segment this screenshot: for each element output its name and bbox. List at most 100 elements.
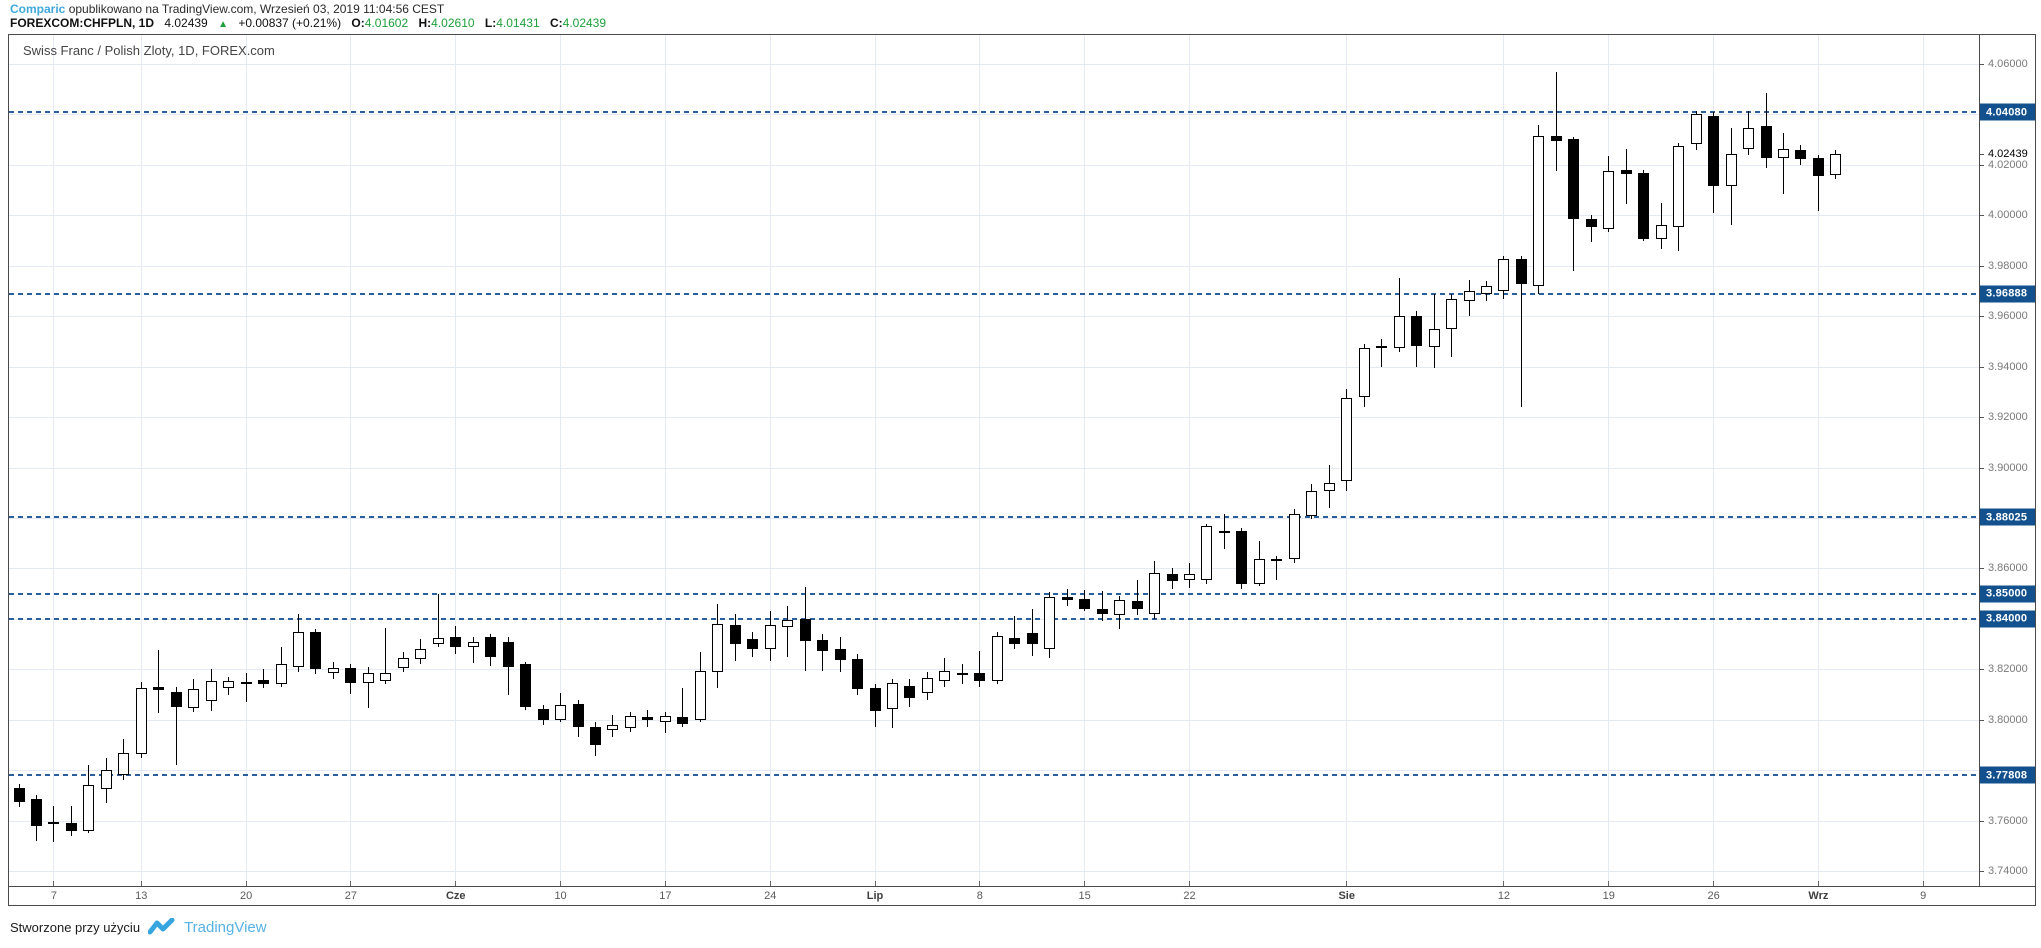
candle-bearish: [590, 727, 601, 745]
up-arrow-icon: ▲: [218, 19, 228, 30]
attribution-footer: Stworzone przy użyciu TradingView: [10, 914, 267, 940]
grid-line-horizontal: [9, 316, 1979, 318]
chart-frame: Swiss Franc / Polish Zloty, 1D, FOREX.co…: [8, 34, 2036, 906]
candle-bearish: [747, 638, 759, 650]
candle-bullish: [135, 688, 147, 754]
time-axis-tick: [1608, 881, 1610, 886]
candle-bullish: [1358, 348, 1370, 397]
grid-line-vertical: [560, 35, 562, 886]
candle-wick: [664, 712, 666, 734]
candle-bullish: [887, 682, 898, 709]
source-link[interactable]: Comparic: [10, 2, 66, 16]
candle-bullish: [1498, 259, 1510, 291]
level-line: [9, 592, 1979, 595]
candle-bearish: [729, 625, 741, 644]
time-label-day: 26: [1707, 890, 1720, 902]
grid-line-vertical: [1188, 35, 1190, 886]
candle-bearish: [502, 641, 514, 667]
candle-bullish: [1777, 149, 1789, 159]
plot-area[interactable]: Swiss Franc / Polish Zloty, 1D, FOREX.co…: [9, 35, 1980, 886]
candle-bullish: [327, 667, 339, 673]
time-axis-tick: [560, 881, 562, 886]
candle-bullish: [1288, 513, 1300, 560]
open-value: 4.01602: [364, 16, 409, 30]
candle-bullish: [1376, 346, 1388, 349]
candle-bullish: [1480, 286, 1492, 294]
candle-bearish: [1411, 316, 1423, 347]
candle-wick: [682, 688, 684, 728]
time-axis-tick: [1713, 881, 1715, 886]
candle-bearish: [1708, 115, 1720, 187]
grid-line-vertical: [245, 35, 247, 886]
level-price-badge: 3.96888: [1980, 285, 2035, 303]
time-axis[interactable]: 7 13 20 27 Cze 10 17 24 Lip 8 15 22 Sie 12 19 26 Wrz 9: [9, 886, 2035, 905]
price-axis-tick: [1980, 153, 1984, 155]
candle-bearish: [65, 823, 77, 831]
candle-wick: [245, 673, 247, 703]
candle-wick: [1817, 154, 1819, 212]
candle-bullish: [1149, 573, 1161, 614]
time-label-day: 15: [1078, 890, 1091, 902]
price-axis[interactable]: 4.06000 4.02000 4.00000 3.98000 3.96000 3.940…: [1980, 35, 2035, 886]
time-axis-tick: [979, 881, 981, 886]
price-axis-tick: [1980, 316, 1984, 318]
price-axis-label: 3.82000: [1988, 663, 2028, 676]
candle-bullish: [939, 670, 951, 681]
time-axis-tick: [1346, 881, 1348, 886]
time-label-day: 20: [239, 890, 253, 902]
candle-bearish: [677, 717, 689, 724]
candle-wick: [1555, 71, 1557, 171]
candle-bearish: [1079, 599, 1091, 610]
candle-wick: [158, 650, 160, 714]
grid-line-vertical: [664, 35, 666, 886]
time-label-day: 10: [554, 890, 567, 902]
time-label-day: 7: [50, 890, 57, 902]
open-label: O:: [351, 16, 365, 30]
candle-bullish: [415, 649, 427, 660]
candle-bullish: [1183, 574, 1195, 581]
level-line: [9, 617, 1979, 620]
published-text: opublikowano na TradingView.com, Wrzesie…: [65, 2, 445, 16]
candle-bullish: [1603, 170, 1615, 230]
time-label-day: 12: [1497, 890, 1511, 902]
tradingview-brand-link[interactable]: TradingView: [184, 918, 267, 936]
grid-line-horizontal: [9, 64, 1979, 65]
time-axis-tick: [350, 881, 352, 886]
candle-bullish: [1114, 600, 1126, 616]
candle-bearish: [1131, 601, 1143, 610]
candle-bearish: [48, 821, 60, 825]
candle-bearish: [1585, 219, 1597, 228]
candle-wick: [175, 686, 177, 766]
candle-bullish: [1655, 225, 1667, 240]
candle-bullish: [1428, 328, 1440, 347]
grid-line-vertical: [350, 35, 352, 886]
candle-bullish: [83, 785, 95, 831]
candle-bearish: [520, 664, 532, 708]
grid-line-horizontal: [9, 871, 1979, 873]
candle-bullish: [712, 623, 724, 672]
candle-bullish: [432, 637, 444, 645]
candle-bearish: [1026, 633, 1038, 644]
candle-bearish: [642, 717, 654, 720]
candle-bullish: [1743, 127, 1755, 150]
time-axis-tick: [1188, 881, 1190, 886]
time-label-day: 24: [764, 890, 777, 902]
candle-bearish: [13, 787, 25, 802]
candle-bullish: [467, 641, 479, 647]
tradingview-logo-icon: [148, 918, 178, 936]
grid-line-vertical: [53, 35, 55, 886]
time-label-day: 27: [344, 890, 358, 902]
candle-wick: [1381, 338, 1383, 367]
candle-wick: [1136, 580, 1138, 616]
close-label: C:: [549, 16, 563, 30]
candle-wick: [1031, 609, 1033, 656]
candle-wick: [385, 628, 387, 685]
last-price-label: 4.02439: [1988, 147, 2032, 160]
high-value: 4.02610: [431, 16, 475, 30]
close-value: 4.02439: [562, 16, 607, 30]
level-line: [9, 774, 1979, 777]
grid-line-vertical: [140, 35, 142, 886]
candle-bullish: [1673, 146, 1685, 228]
candle-wick: [1101, 591, 1103, 622]
grid-line-vertical: [769, 35, 771, 886]
